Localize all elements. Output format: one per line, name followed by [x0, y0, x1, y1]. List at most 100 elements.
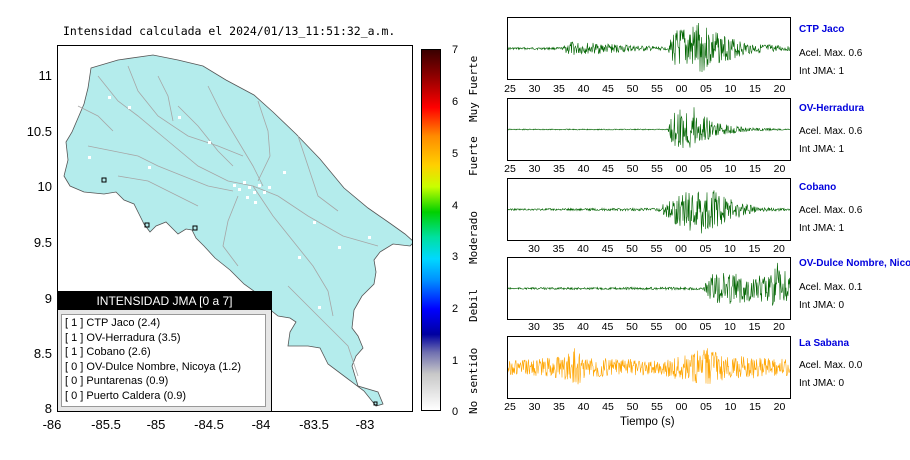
time-tick-label: 15 — [748, 243, 761, 255]
station-name: CTP Jaco — [799, 24, 845, 35]
time-tick-label: 55 — [651, 83, 663, 95]
time-tick-label: 00 — [675, 321, 687, 333]
colorbar-tick: 5 — [452, 148, 459, 160]
time-tick-label: 30 — [528, 401, 541, 413]
time-tick-label: 50 — [626, 163, 639, 175]
x-tick-label: -85.5 — [91, 417, 121, 432]
time-tick-label: 05 — [700, 401, 712, 413]
colorbar-tick: 0 — [452, 406, 459, 418]
map-title: Intensidad calculada el 2024/01/13_11:51… — [63, 24, 396, 38]
station-marker — [101, 177, 107, 183]
time-tick-label: 15 — [749, 401, 761, 413]
time-tick-label: 40 — [577, 321, 589, 333]
time-tick-label: 50 — [626, 243, 638, 255]
time-tick-label: 05 — [700, 163, 712, 175]
time-tick-label: 30 — [528, 163, 541, 175]
y-tick-label: 9.5 — [33, 235, 52, 250]
time-tick-label: 45 — [602, 83, 614, 95]
waveform-svg — [508, 107, 790, 149]
time-tick-label: 25 — [504, 83, 516, 95]
time-tick-label: 50 — [626, 321, 638, 333]
legend-item: [ 0 ] Puntarenas (0.9) — [65, 375, 169, 388]
time-tick-label: 25 — [504, 163, 516, 175]
waveform-line — [508, 190, 790, 234]
time-tick-label: 35 — [552, 243, 565, 255]
time-tick-label: 10 — [724, 401, 737, 413]
station-intensity: Int JMA: 1 — [799, 66, 845, 77]
time-tick-label: 40 — [577, 163, 590, 175]
time-ticks: 30 35 40 45 50 55 00 05 10 15 20 — [507, 321, 791, 335]
station-accel: Acel. Max. 0.0 — [799, 360, 863, 371]
colorbar-tick: 7 — [452, 44, 459, 56]
intensity-legend: INTENSIDAD JMA [0 a 7] [ 1 ] CTP Jaco (2… — [57, 291, 272, 412]
colorbar-category: Muy Fuerte — [467, 55, 480, 122]
station-intensity: Int JMA: 1 — [799, 223, 845, 234]
time-tick-label: 25 — [504, 401, 516, 413]
colorbar-tick: 1 — [452, 355, 459, 367]
legend-list: [ 1 ] CTP Jaco (2.4) [ 1 ] OV-Herradura … — [61, 314, 266, 407]
colorbar-category: Debil — [467, 288, 480, 322]
colorbar-category: Fuerte — [467, 136, 480, 176]
x-tick-label: -83.5 — [299, 417, 329, 432]
time-tick-label: 15 — [749, 83, 761, 95]
waveform-line — [508, 107, 790, 149]
y-tick-label: 8 — [44, 401, 52, 416]
time-tick-label: 30 — [528, 321, 540, 333]
station-marker — [373, 401, 378, 406]
waveform-line — [508, 262, 790, 306]
colorbar-category: Moderado — [467, 211, 480, 264]
time-tick-label: 50 — [626, 83, 639, 95]
time-tick-label: 45 — [601, 321, 614, 333]
waveform-svg — [508, 190, 790, 234]
waveform-line — [508, 348, 790, 385]
time-tick-label: 15 — [749, 163, 761, 175]
time-tick-label: 30 — [528, 83, 541, 95]
station-intensity: Int JMA: 0 — [799, 300, 845, 311]
legend-item: [ 0 ] OV-Dulce Nombre, Nicoya (1.2) — [65, 360, 242, 373]
time-tick-label: 15 — [748, 321, 761, 333]
time-tick-label: 55 — [651, 401, 663, 413]
station-name: Cobano — [799, 182, 837, 193]
station-accel: Acel. Max. 0.1 — [799, 282, 863, 293]
waveform-trace[interactable] — [507, 17, 791, 80]
time-tick-label: 20 — [773, 83, 786, 95]
waveform-svg — [508, 262, 790, 306]
time-tick-label: 20 — [773, 321, 785, 333]
time-tick-label: 05 — [700, 83, 712, 95]
time-tick-label: 20 — [773, 401, 786, 413]
time-tick-label: 45 — [602, 401, 614, 413]
station-name: OV-Dulce Nombre, Nicoya — [799, 258, 910, 269]
road-network — [77, 65, 379, 377]
time-tick-label: 55 — [650, 243, 663, 255]
x-tick-label: -86 — [42, 417, 62, 432]
time-tick-label: 55 — [650, 321, 663, 333]
station-name: La Sabana — [799, 338, 850, 349]
town-markers — [88, 96, 371, 309]
time-tick-label: 00 — [675, 243, 687, 255]
y-tick-label: 9 — [44, 291, 52, 306]
station-marker — [144, 222, 150, 228]
x-tick-label: -83 — [355, 417, 375, 432]
time-tick-label: 20 — [773, 243, 785, 255]
time-tick-label: 00 — [675, 401, 688, 413]
x-tick-label: -84.5 — [194, 417, 224, 432]
time-tick-label: 35 — [553, 163, 565, 175]
legend-item: [ 1 ] OV-Herradura (3.5) — [65, 331, 181, 344]
costa-rica-map — [63, 54, 412, 407]
time-tick-label: 10 — [724, 243, 736, 255]
waveform-trace[interactable] — [507, 178, 791, 241]
time-tick-label: 30 — [528, 243, 540, 255]
waveform-trace[interactable] — [507, 336, 791, 399]
waveform-svg — [508, 22, 790, 73]
waveform-trace[interactable] — [507, 257, 791, 320]
colorbar-category: No sentido — [467, 347, 480, 414]
time-tick-label: 50 — [626, 401, 639, 413]
waveform-trace[interactable] — [507, 98, 791, 161]
land-shape — [63, 54, 412, 407]
x-tick-label: -84 — [251, 417, 271, 432]
colorbar-tick: 6 — [452, 96, 459, 108]
station-markers — [101, 177, 378, 406]
time-ticks: 25 30 35 40 45 50 55 00 05 10 15 20 — [504, 163, 791, 177]
colorbar-tick: 2 — [452, 303, 459, 315]
time-ticks: 25 30 35 40 45 50 55 00 05 10 15 20 — [504, 401, 791, 415]
